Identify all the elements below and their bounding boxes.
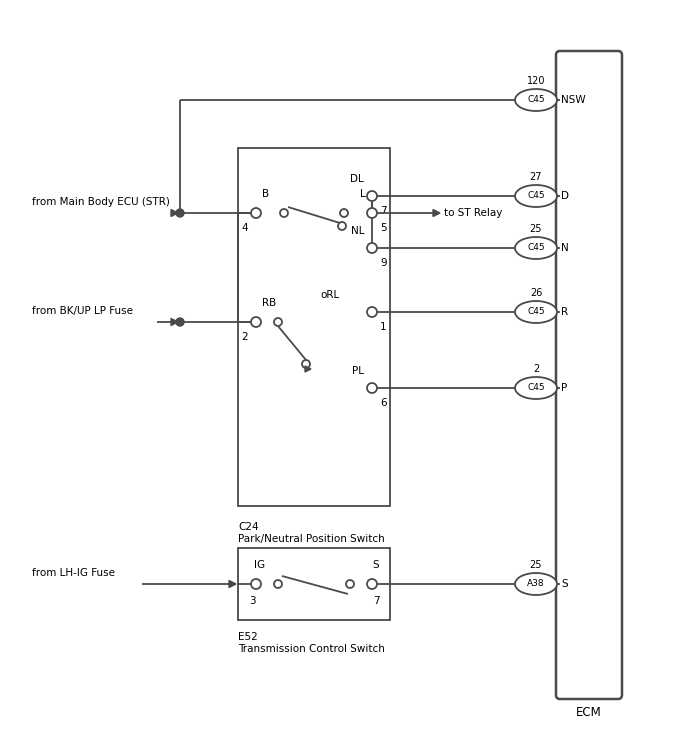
Circle shape bbox=[302, 360, 310, 368]
Text: D: D bbox=[561, 191, 569, 201]
Circle shape bbox=[251, 579, 261, 589]
Circle shape bbox=[280, 209, 288, 217]
Text: C24: C24 bbox=[238, 522, 259, 532]
Text: 6: 6 bbox=[380, 398, 386, 408]
Text: 7: 7 bbox=[373, 596, 380, 606]
Circle shape bbox=[251, 208, 261, 218]
Text: A38: A38 bbox=[527, 580, 545, 588]
Circle shape bbox=[367, 307, 377, 317]
Circle shape bbox=[176, 209, 184, 217]
Text: E52: E52 bbox=[238, 632, 258, 642]
Text: C45: C45 bbox=[527, 308, 545, 317]
Text: 7: 7 bbox=[380, 206, 386, 216]
Polygon shape bbox=[171, 209, 178, 216]
Ellipse shape bbox=[515, 377, 557, 399]
Text: 25: 25 bbox=[530, 224, 542, 234]
Text: from LH-IG Fuse: from LH-IG Fuse bbox=[32, 568, 115, 578]
Text: 4: 4 bbox=[241, 223, 248, 233]
Circle shape bbox=[274, 318, 282, 326]
Bar bbox=[238, 548, 390, 620]
Circle shape bbox=[367, 191, 377, 201]
Text: 5: 5 bbox=[380, 223, 386, 233]
Circle shape bbox=[367, 579, 377, 589]
Circle shape bbox=[367, 243, 377, 253]
Ellipse shape bbox=[515, 237, 557, 259]
Text: oRL: oRL bbox=[321, 290, 340, 300]
Ellipse shape bbox=[515, 89, 557, 111]
Text: 2: 2 bbox=[241, 332, 248, 342]
Text: B: B bbox=[262, 189, 269, 199]
Circle shape bbox=[367, 383, 377, 393]
Text: 26: 26 bbox=[530, 288, 542, 298]
Text: NL: NL bbox=[351, 226, 364, 236]
Text: R: R bbox=[561, 307, 568, 317]
Text: 120: 120 bbox=[526, 76, 545, 86]
Ellipse shape bbox=[515, 301, 557, 323]
Text: P: P bbox=[561, 383, 567, 393]
Text: 25: 25 bbox=[530, 560, 542, 570]
Text: NSW: NSW bbox=[561, 95, 586, 105]
Text: 1: 1 bbox=[380, 322, 386, 332]
Text: Transmission Control Switch: Transmission Control Switch bbox=[238, 644, 385, 654]
Text: from Main Body ECU (STR): from Main Body ECU (STR) bbox=[32, 197, 170, 207]
Text: C45: C45 bbox=[527, 243, 545, 253]
Circle shape bbox=[340, 209, 348, 217]
Text: 2: 2 bbox=[533, 364, 539, 374]
Polygon shape bbox=[305, 366, 311, 372]
Text: to ST Relay: to ST Relay bbox=[444, 208, 502, 218]
Circle shape bbox=[176, 318, 184, 326]
Text: DL: DL bbox=[351, 174, 364, 184]
Text: L: L bbox=[360, 189, 366, 199]
Circle shape bbox=[338, 222, 346, 230]
Text: S: S bbox=[373, 560, 380, 570]
Circle shape bbox=[346, 580, 354, 588]
Text: N: N bbox=[561, 243, 569, 253]
Circle shape bbox=[274, 580, 282, 588]
Text: ECM: ECM bbox=[576, 706, 602, 719]
Text: C45: C45 bbox=[527, 383, 545, 392]
Polygon shape bbox=[171, 318, 178, 326]
Text: 27: 27 bbox=[530, 172, 542, 182]
Text: 3: 3 bbox=[248, 596, 255, 606]
Circle shape bbox=[251, 317, 261, 327]
Text: from BK/UP LP Fuse: from BK/UP LP Fuse bbox=[32, 306, 133, 316]
Circle shape bbox=[367, 208, 377, 218]
Text: RB: RB bbox=[262, 298, 276, 308]
Text: PL: PL bbox=[352, 366, 364, 376]
Ellipse shape bbox=[515, 573, 557, 595]
Text: 9: 9 bbox=[380, 258, 386, 268]
FancyBboxPatch shape bbox=[556, 51, 622, 699]
Text: C45: C45 bbox=[527, 95, 545, 104]
Text: C45: C45 bbox=[527, 191, 545, 200]
Text: Park/Neutral Position Switch: Park/Neutral Position Switch bbox=[238, 534, 385, 544]
Polygon shape bbox=[433, 209, 440, 216]
Text: IG: IG bbox=[255, 560, 266, 570]
Polygon shape bbox=[229, 581, 236, 587]
Text: S: S bbox=[561, 579, 568, 589]
Ellipse shape bbox=[515, 185, 557, 207]
Bar bbox=[238, 148, 390, 506]
